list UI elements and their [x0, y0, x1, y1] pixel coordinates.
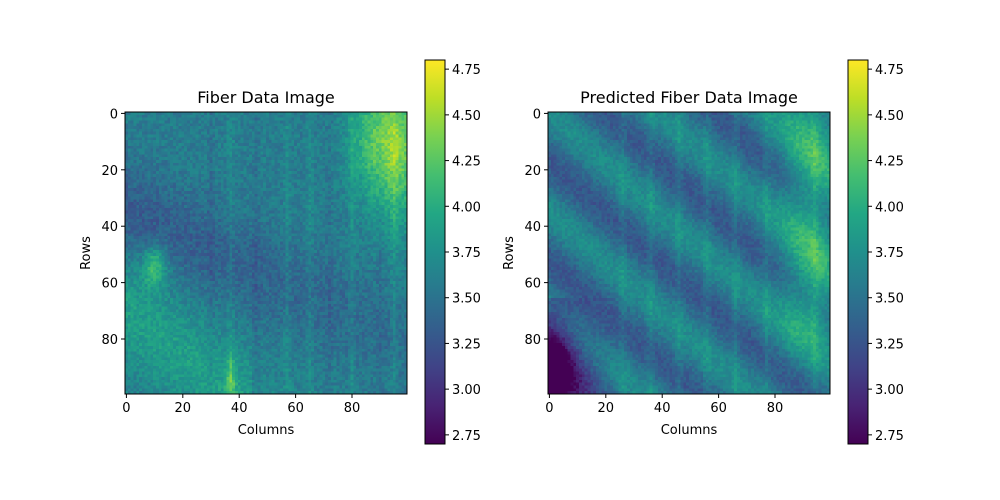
x-tick-label: 60 [710, 401, 727, 416]
panel-predicted-fiber-data: Predicted Fiber Data Image 0 20 40 60 80 0 20… [502, 59, 904, 445]
colorbar-tick-label: 3.00 [875, 383, 904, 398]
colorbar-tick-label: 3.75 [452, 246, 481, 261]
x-tick-label: 60 [287, 401, 304, 416]
colorbar-tick-label: 3.50 [452, 292, 481, 307]
y-tick-label: 0 [533, 107, 541, 122]
y-axis-ticks: 0 20 40 60 80 [524, 107, 548, 348]
colorbar-tick-label: 3.25 [875, 337, 904, 352]
y-tick-label: 20 [524, 164, 541, 179]
x-tick-label: 40 [231, 401, 248, 416]
chart-title: Predicted Fiber Data Image [580, 88, 798, 107]
chart-title: Fiber Data Image [197, 88, 335, 107]
x-axis-label: Columns [238, 423, 295, 438]
y-tick-label: 20 [101, 164, 118, 179]
y-tick-label: 60 [101, 277, 118, 292]
colorbar-tick-label: 3.50 [875, 292, 904, 307]
colorbar-tick-label: 3.75 [875, 246, 904, 261]
y-tick-label: 60 [524, 277, 541, 292]
heatmap-image [548, 112, 830, 394]
colorbar-ticks: 2.75 3.00 3.25 3.50 3.75 4.00 4.25 4.50 4.75 [868, 63, 904, 444]
x-tick-label: 40 [654, 401, 671, 416]
colorbar-tick-label: 2.75 [875, 429, 904, 444]
colorbar-tick-label: 3.00 [452, 383, 481, 398]
x-tick-label: 80 [344, 401, 361, 416]
x-axis-ticks: 0 20 40 60 80 [545, 394, 783, 416]
y-tick-label: 40 [101, 220, 118, 235]
panel-fiber-data: Fiber Data Image 0 20 40 60 80 0 20 40 60 80 Col… [79, 59, 481, 445]
y-axis-label: Rows [79, 236, 94, 270]
colorbar-tick-label: 4.00 [875, 200, 904, 215]
colorbar-tick-label: 4.25 [875, 155, 904, 170]
colorbar-tick-label: 4.25 [452, 155, 481, 170]
y-tick-label: 40 [524, 220, 541, 235]
colorbar-ticks: 2.75 3.00 3.25 3.50 3.75 4.00 4.25 4.50 4.75 [445, 63, 481, 444]
x-tick-label: 0 [545, 401, 553, 416]
x-tick-label: 20 [598, 401, 615, 416]
heatmap-image [125, 112, 407, 394]
x-tick-label: 80 [767, 401, 784, 416]
colorbar-tick-label: 4.75 [875, 63, 904, 78]
y-tick-label: 80 [101, 333, 118, 348]
colorbar [848, 60, 868, 444]
x-axis-ticks: 0 20 40 60 80 [122, 394, 360, 416]
x-axis-label: Columns [661, 423, 718, 438]
colorbar [425, 60, 445, 444]
x-tick-label: 0 [122, 401, 130, 416]
colorbar-tick-label: 4.50 [875, 109, 904, 124]
colorbar-tick-label: 3.25 [452, 337, 481, 352]
y-axis-label: Rows [502, 236, 517, 270]
axes-frame [547, 111, 831, 395]
colorbar-tick-label: 4.50 [452, 109, 481, 124]
y-axis-ticks: 0 20 40 60 80 [101, 107, 125, 348]
colorbar-tick-label: 2.75 [452, 429, 481, 444]
x-tick-label: 20 [175, 401, 192, 416]
y-tick-label: 0 [110, 107, 118, 122]
axes-frame [124, 111, 408, 395]
colorbar-tick-label: 4.75 [452, 63, 481, 78]
colorbar-tick-label: 4.00 [452, 200, 481, 215]
y-tick-label: 80 [524, 333, 541, 348]
